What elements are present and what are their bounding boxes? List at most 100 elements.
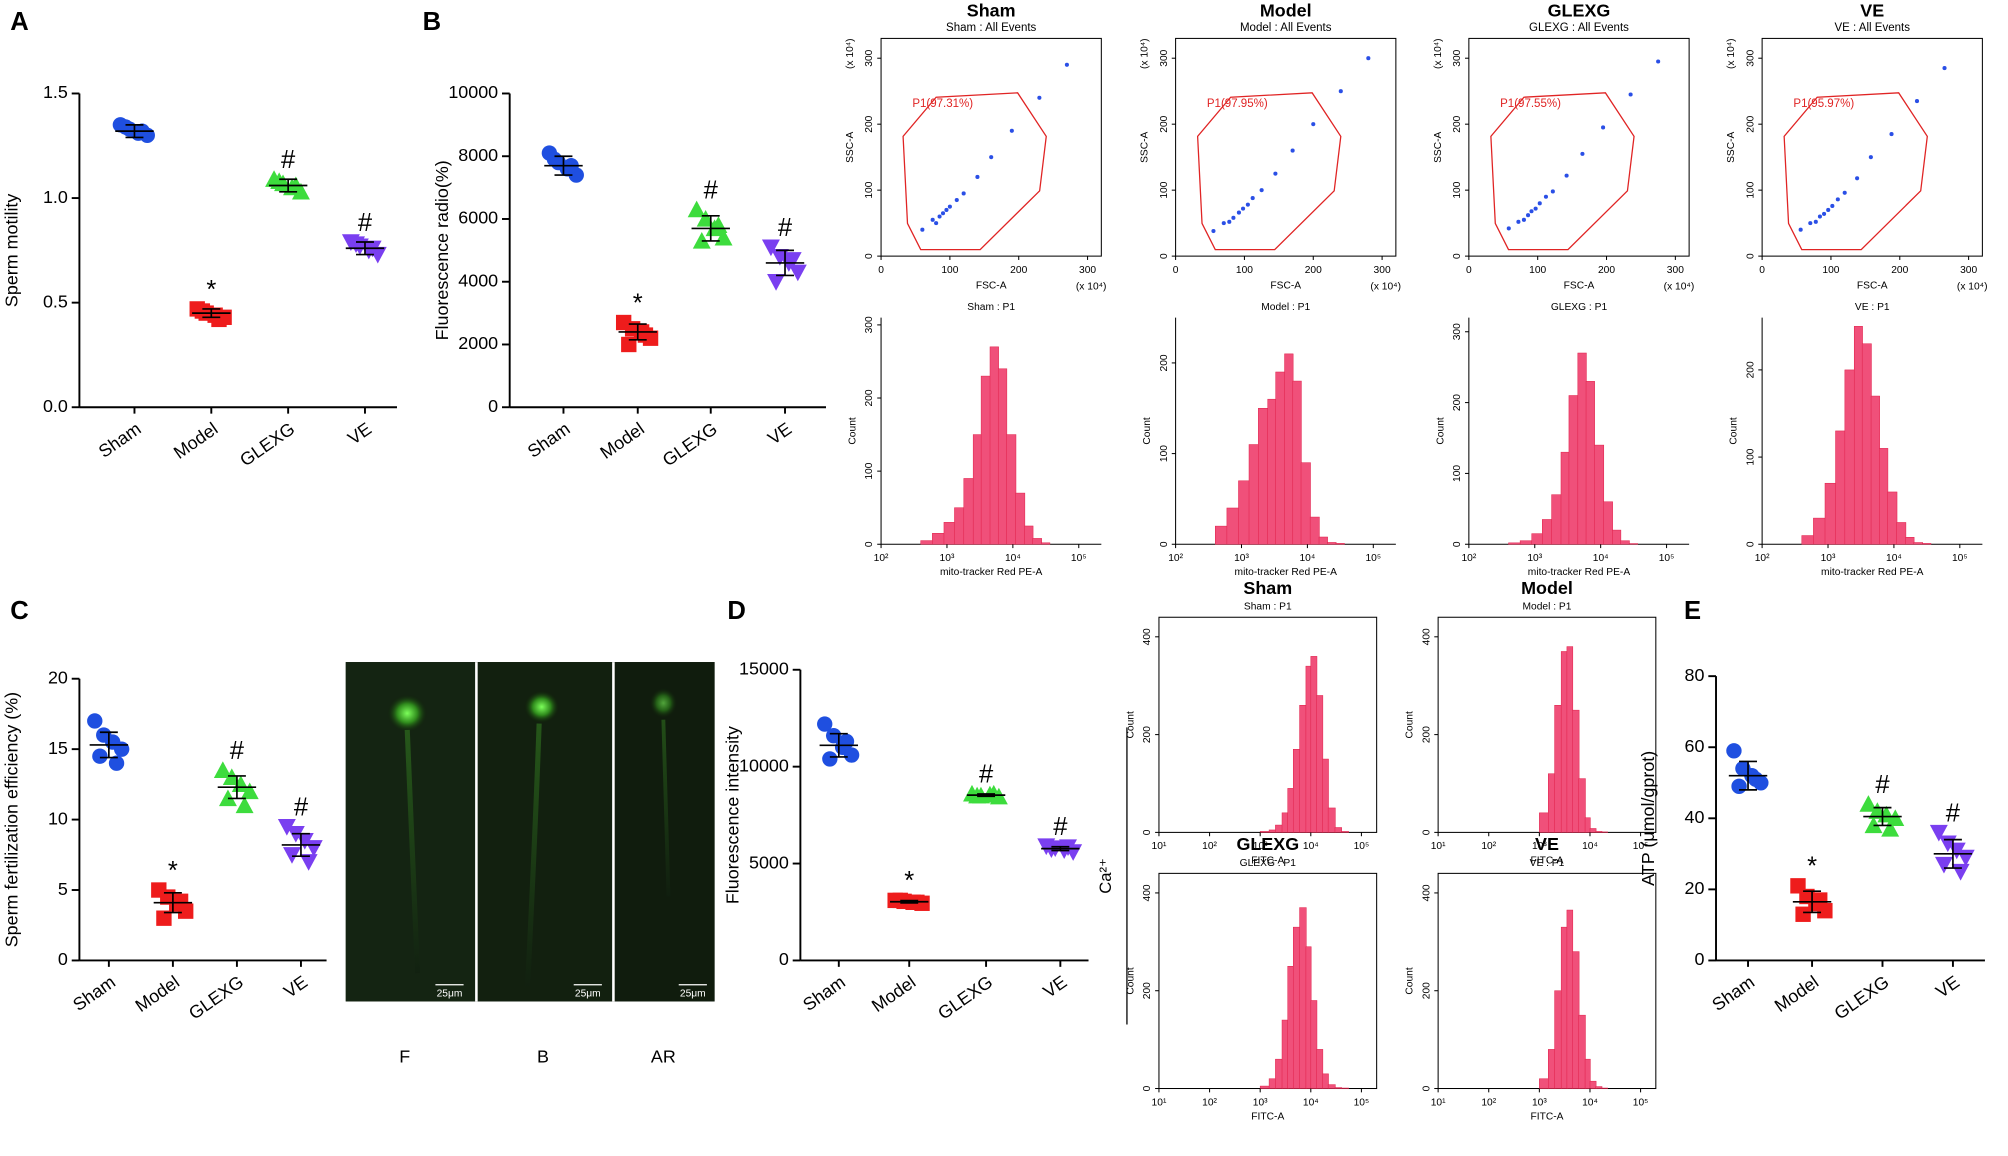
x-tick-label: 200 (1891, 265, 1908, 276)
y-tick-label: 0 (1452, 541, 1463, 547)
histogram-bar (1326, 542, 1337, 545)
y-tick-label: 0 (1745, 253, 1756, 259)
x-tick-label: VE (1932, 972, 1963, 1002)
y-axis-label: Count (1729, 417, 1740, 444)
dot-plot: D 0 5000 10000 15000 Fluorescence intensity Sh… (723, 597, 1089, 1023)
y-tick-label: 200 (1159, 115, 1170, 132)
dot-plot: B 0 2000 4000 6000 8000 10000 Fluorescence radi… (423, 8, 826, 470)
y-tick-label: 200 (1452, 115, 1463, 132)
histogram-bar (1248, 444, 1259, 545)
histogram-bar (1341, 831, 1349, 833)
x-tick-label: GLEXG (185, 972, 247, 1024)
histogram-bar (1292, 380, 1302, 545)
data-point (1731, 778, 1747, 795)
significance-mark: # (294, 793, 309, 821)
x-axis-unit: (x 10⁴) (1664, 282, 1695, 293)
x-tick-label: 10² (1481, 1097, 1496, 1108)
histogram-bar (1305, 665, 1312, 833)
flow-histogram: VE : P1 10² 10³ 10⁴ 10⁵ 0 100 200 mito-tracker R… (1729, 302, 1983, 578)
histogram-bar (1578, 778, 1586, 833)
histogram-bar (1322, 758, 1329, 833)
y-tick-label: 100 (1452, 181, 1463, 198)
x-tick-label: 10² (1481, 841, 1496, 852)
histogram-bar (1879, 448, 1889, 545)
histogram-bar (1572, 951, 1580, 1089)
event-point (1311, 122, 1316, 127)
plot-frame (1468, 37, 1690, 257)
x-axis-unit: (x 10⁴) (1076, 282, 1107, 293)
x-tick-label: 10³ (1821, 553, 1836, 564)
y-tick-label: 300 (864, 316, 875, 333)
plot-subtitle: Model : P1 (1523, 602, 1572, 613)
gate (1490, 92, 1635, 251)
plot-subtitle: GLEXG : All Events (1529, 22, 1629, 34)
y-tick-label: 0 (488, 396, 498, 416)
x-tick-label: 10³ (1527, 553, 1542, 564)
error-bar (1051, 845, 1070, 852)
event-point (940, 211, 946, 216)
histogram-bar (1844, 369, 1855, 545)
x-tick-label: 10⁴ (1300, 553, 1316, 564)
x-tick-label: Model (1771, 972, 1822, 1016)
y-tick-label: 0 (864, 541, 875, 547)
histogram-bar (1595, 1086, 1603, 1089)
histogram-bar (1589, 1080, 1597, 1089)
y-tick-label: 300 (1745, 49, 1756, 66)
gate (1196, 92, 1342, 251)
histogram-bar (980, 375, 991, 545)
plot-title: Sham (967, 0, 1016, 20)
y-axis-label: ATP (μmol/gprot) (1638, 751, 1658, 886)
histogram-bar (1554, 705, 1562, 833)
y-axis-unit: (x 10⁴) (1140, 38, 1151, 69)
y-axis-label: Count (1125, 711, 1136, 738)
histogram-bar (1327, 1084, 1336, 1089)
micrograph-label: AR (651, 1047, 676, 1067)
y-tick-label: 200 (1142, 726, 1153, 743)
significance-mark: # (979, 761, 994, 789)
x-tick-label: 10⁵ (1365, 553, 1381, 564)
scale-bar-label: 25μm (437, 988, 463, 999)
event-point (1009, 128, 1014, 133)
significance-mark: * (168, 857, 178, 885)
event-point (930, 217, 935, 222)
histogram-bar (1032, 538, 1042, 545)
panel-label: C (10, 597, 29, 625)
panel-label: D (727, 597, 746, 625)
plot-subtitle: Model : All Events (1240, 22, 1332, 34)
histogram-bar (1824, 482, 1837, 545)
histogram-bar (1310, 1000, 1318, 1089)
significance-mark: # (1946, 799, 1961, 827)
dot-plot: E 0 20 40 60 80 ATP (μmol/gprot) Sham Model * GLEX… (1638, 597, 1985, 1023)
histogram-bar (1887, 491, 1898, 545)
data-point (1059, 839, 1077, 857)
y-tick-label: 0.0 (43, 396, 68, 416)
significance-mark: # (281, 146, 296, 174)
data-point (240, 782, 259, 800)
y-axis-label: SSC-A (1726, 131, 1737, 162)
y-tick-label: 0 (1421, 1085, 1432, 1091)
y-tick-label: 0 (779, 949, 789, 969)
x-tick-label: 10⁴ (1593, 553, 1609, 564)
y-tick-label: 200 (1421, 726, 1432, 743)
plot-subtitle: Sham : P1 (967, 302, 1015, 313)
x-tick-label: 10⁴ (1303, 841, 1319, 852)
x-tick-label: 100 (1529, 265, 1546, 276)
x-tick-label: Model (596, 418, 647, 462)
event-point (937, 214, 942, 219)
y-axis-label: Fluorescence radio(%) (432, 160, 452, 340)
histogram-bar (1589, 828, 1597, 833)
event-point (920, 227, 925, 232)
event-point (1826, 207, 1831, 212)
data-point (235, 796, 254, 814)
flow-scatter: GLEXG GLEXG : All Events P1(97.55%) 0 100 200… (1433, 0, 1694, 292)
micrograph-label: B (537, 1047, 549, 1067)
data-point (299, 854, 318, 871)
histogram-bar (1006, 434, 1017, 545)
histogram-bar (1835, 430, 1846, 545)
y-axis-label: SSC-A (845, 131, 856, 162)
histogram-bar (1299, 705, 1307, 833)
histogram-bar (1913, 542, 1923, 545)
histogram-bar (1896, 522, 1907, 545)
histogram-bar (1568, 395, 1579, 545)
flow-histogram: GLEXG GLEXG : P1 10¹ 10² 10³ 10⁴ 10⁵ 0 200 400 FIT… (1125, 834, 1378, 1122)
